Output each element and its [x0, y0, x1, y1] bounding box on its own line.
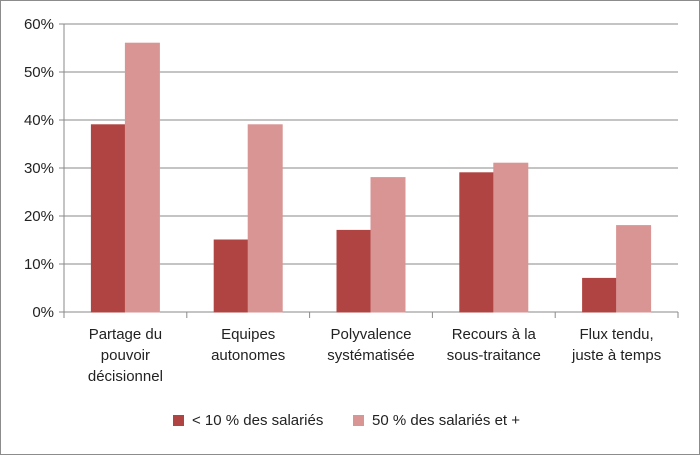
- y-tick-label: 60%: [24, 16, 54, 33]
- bar-small-firms: [459, 172, 495, 313]
- x-tick-label: Flux tendu,: [579, 326, 653, 343]
- bar-large-firms: [616, 225, 652, 313]
- legend-label: 50 % des salariés et +: [372, 412, 520, 429]
- y-tick-label: 50%: [24, 64, 54, 81]
- x-tick-label: pouvoir: [101, 347, 150, 364]
- legend-swatch: [173, 415, 184, 426]
- y-tick-label: 0%: [32, 304, 54, 321]
- x-tick-label: Recours à la: [452, 326, 537, 343]
- x-tick-label: systématisée: [327, 347, 415, 364]
- bar-large-firms: [247, 124, 283, 313]
- x-tick-label: sous-traitance: [447, 347, 541, 364]
- x-tick-label: autonomes: [211, 347, 285, 364]
- x-tick-label: Polyvalence: [331, 326, 412, 343]
- bar-small-firms: [90, 124, 126, 313]
- bar-large-firms: [124, 42, 160, 313]
- y-tick-label: 20%: [24, 208, 54, 225]
- legend-swatch: [353, 415, 364, 426]
- bar-large-firms: [370, 177, 406, 313]
- bar-small-firms: [213, 239, 249, 313]
- x-tick-label: décisionnel: [88, 368, 163, 385]
- x-tick-label: juste à temps: [571, 347, 661, 364]
- y-tick-label: 10%: [24, 256, 54, 273]
- y-tick-label: 40%: [24, 112, 54, 129]
- legend-label: < 10 % des salariés: [192, 412, 323, 429]
- x-tick-label: Equipes: [221, 326, 275, 343]
- y-tick-label: 30%: [24, 160, 54, 177]
- x-tick-label: Partage du: [89, 326, 162, 343]
- bar-large-firms: [493, 162, 529, 313]
- bar-small-firms: [336, 229, 372, 313]
- bar-small-firms: [582, 277, 618, 313]
